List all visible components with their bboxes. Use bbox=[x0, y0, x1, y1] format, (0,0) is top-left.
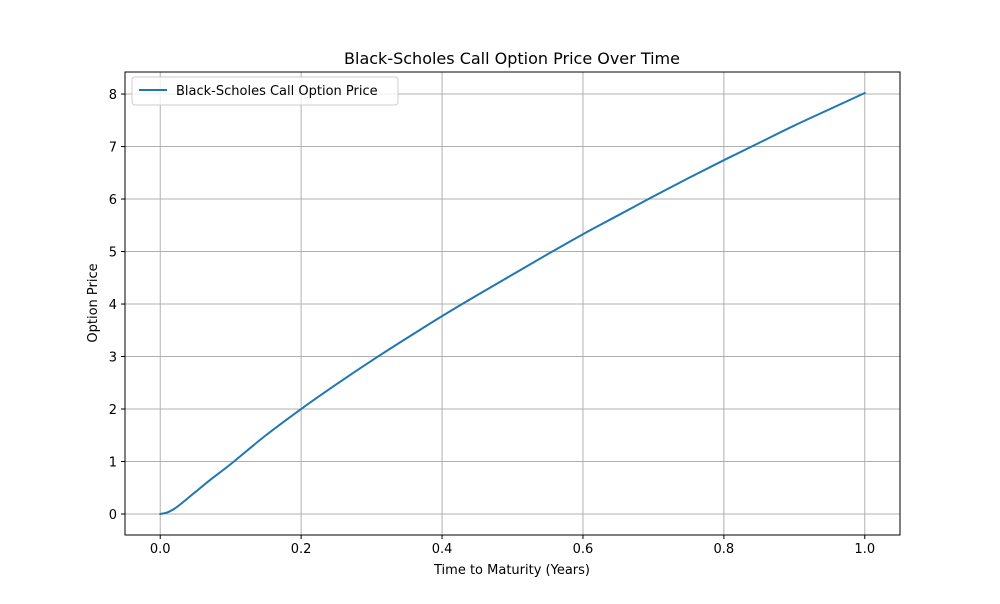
x-tick-label: 0.8 bbox=[714, 542, 735, 557]
legend: Black-Scholes Call Option Price bbox=[131, 76, 399, 106]
x-tick-label: 0.0 bbox=[150, 542, 171, 557]
y-tick-label: 8 bbox=[109, 88, 117, 103]
grid-layer bbox=[125, 72, 900, 535]
y-tick-label: 7 bbox=[109, 141, 117, 156]
plot-area-frame bbox=[124, 71, 901, 536]
y-tick-label: 6 bbox=[109, 193, 117, 208]
y-tick-label: 2 bbox=[109, 403, 117, 418]
y-tick-label: 4 bbox=[109, 298, 117, 313]
x-tick-label: 1.0 bbox=[854, 542, 875, 557]
y-axis-label: Option Price bbox=[86, 263, 101, 342]
legend-box bbox=[131, 76, 399, 106]
chart-title: Black-Scholes Call Option Price Over Tim… bbox=[344, 49, 680, 68]
x-tick-label: 0.4 bbox=[432, 542, 453, 557]
y-tick-label: 5 bbox=[109, 246, 117, 261]
y-tick-label: 0 bbox=[109, 508, 117, 523]
x-tick-label: 0.2 bbox=[291, 542, 312, 557]
x-tick-label: 0.6 bbox=[573, 542, 594, 557]
y-tick-label: 3 bbox=[109, 351, 117, 366]
series-line bbox=[159, 92, 866, 515]
legend-entry-label: Black-Scholes Call Option Price bbox=[176, 84, 378, 99]
y-tick-label: 1 bbox=[109, 456, 117, 471]
x-axis-label: Time to Maturity (Years) bbox=[433, 563, 590, 578]
series-layer bbox=[159, 92, 866, 515]
ticks-layer: 0.0 0.2 0.4 0.6 0.8 1.0 0 1 2 3 4 5 6 7 8 bbox=[109, 88, 875, 557]
